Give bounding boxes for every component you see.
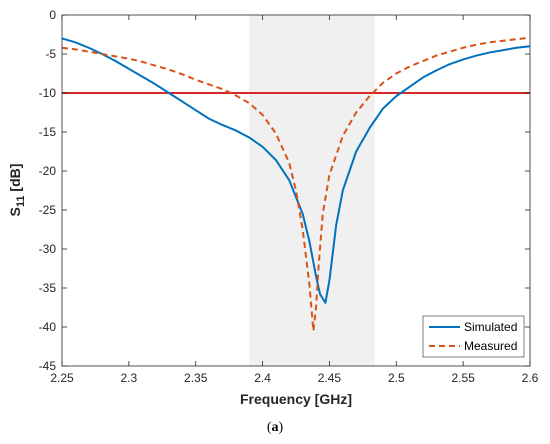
series-layer xyxy=(61,36,531,332)
y-axis-label: S11 [dB] xyxy=(7,164,27,217)
y-tick-label: 0 xyxy=(49,8,56,22)
x-tick-label: 2.4 xyxy=(254,371,271,385)
y-tick-label: -20 xyxy=(39,164,57,178)
caption-label: a xyxy=(271,420,279,435)
y-axis-label-main: S xyxy=(7,207,23,216)
x-tick-label: 2.55 xyxy=(451,371,475,385)
plot-frame xyxy=(61,14,531,367)
caption-close: ) xyxy=(278,420,284,435)
x-tick-label: 2.45 xyxy=(318,371,342,385)
legend-label-simulated: Simulated xyxy=(464,320,517,334)
x-tick-label: 2.6 xyxy=(522,371,539,385)
s11-chart: 2.25 2.3 2.35 2.4 2.45 2.5 2.55 2.6 0 -5 -10 -15 -20… xyxy=(7,8,539,407)
legend: Simulated Measured xyxy=(422,315,525,358)
series-line-simulated xyxy=(61,37,531,304)
legend-box xyxy=(422,315,525,358)
ticks-layer: 2.25 2.3 2.35 2.4 2.45 2.5 2.55 2.6 0 -5 -10 -15 -20… xyxy=(39,8,539,385)
y-tick-label: -30 xyxy=(39,242,57,256)
legend-label-measured: Measured xyxy=(464,339,517,353)
shaded-band xyxy=(249,15,375,366)
x-tick-label: 2.5 xyxy=(388,371,405,385)
y-axis-label-sub: 11 xyxy=(15,195,27,207)
x-tick-label: 2.35 xyxy=(184,371,208,385)
figure-caption: (a) xyxy=(0,420,550,436)
y-tick-label: -40 xyxy=(39,320,57,334)
y-axis-label-unit: [dB] xyxy=(7,164,23,196)
y-tick-label: -5 xyxy=(45,47,56,61)
x-axis-label: Frequency [GHz] xyxy=(240,391,352,407)
x-tick-label: 2.3 xyxy=(121,371,138,385)
caption-open: ( xyxy=(266,420,272,435)
y-tick-label: -45 xyxy=(39,359,57,373)
y-tick-label: -25 xyxy=(39,203,57,217)
series-line-measured xyxy=(61,36,531,332)
y-tick-label: -35 xyxy=(39,281,57,295)
x-tick-label: 2.25 xyxy=(50,371,74,385)
y-tick-label: -15 xyxy=(39,125,57,139)
y-tick-label: -10 xyxy=(39,86,57,100)
